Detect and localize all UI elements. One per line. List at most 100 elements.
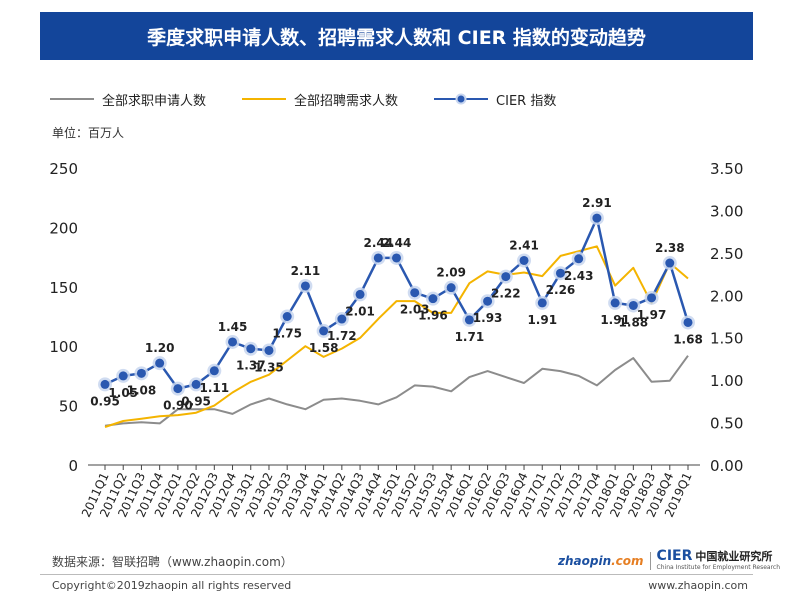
y-right-tick-label: 2.00 [710, 287, 743, 305]
cier-point [574, 254, 584, 264]
cier-point [173, 384, 183, 394]
legend-label-applicants: 全部求职申请人数 [102, 93, 207, 109]
y-right-tick-label: 3.00 [710, 202, 743, 220]
cier-data-label: 2.22 [491, 287, 521, 301]
cier-point [100, 379, 110, 389]
legend-label-demand: 全部招聘需求人数 [294, 93, 399, 109]
y-left-tick-label: 250 [49, 160, 78, 178]
cier-point [610, 298, 620, 308]
cier-point [501, 272, 511, 282]
zhaopin-logo: zhaopin.com [558, 553, 644, 568]
cier-point [392, 253, 401, 263]
legend-label-cier: CIER 指数 [496, 93, 557, 109]
cier-point [519, 255, 529, 265]
legend-item-demand: 全部招聘需求人数 [242, 90, 398, 109]
cier-data-label: 1.58 [309, 341, 339, 355]
legend-swatch-demand [242, 98, 287, 100]
cier-data-label: 1.05 [108, 386, 138, 400]
cier-point [464, 315, 474, 325]
cier-point [665, 258, 675, 268]
y-left-tick-label: 200 [49, 219, 78, 237]
y-left-tick-label: 150 [49, 279, 78, 297]
cier-data-label: 1.68 [673, 332, 703, 346]
cier-data-label: 1.72 [327, 329, 357, 343]
cier-point [191, 379, 201, 389]
cier-point [136, 368, 146, 378]
legend-item-cier: CIER 指数 [434, 90, 556, 109]
cier-data-label: 2.91 [582, 196, 612, 210]
cier-data-label: 1.71 [455, 330, 485, 344]
logo-group: zhaopin.com CIER 中国就业研究所 China Institute … [558, 549, 780, 572]
cier-point [428, 294, 438, 304]
cier-data-label: 2.41 [509, 238, 539, 252]
cier-point [300, 281, 310, 291]
cier-point [264, 345, 274, 355]
cier-data-label: 1.91 [527, 313, 557, 327]
cier-point [319, 326, 329, 336]
cier-point [209, 366, 219, 376]
cier-data-label: 2.11 [291, 264, 321, 278]
cier-point [537, 298, 547, 308]
cier-data-label: 2.44 [382, 236, 412, 250]
y-right-tick-label: 3.50 [710, 160, 743, 178]
cier-data-label: 0.95 [181, 394, 211, 408]
y-right-tick-label: 1.50 [710, 330, 743, 348]
cier-data-label: 1.93 [473, 311, 503, 325]
cier-point [555, 268, 565, 278]
cier-logo: CIER 中国就业研究所 China Institute for Employme… [656, 548, 781, 571]
cier-point [592, 213, 602, 223]
cier-data-label: 1.75 [272, 327, 302, 341]
cier-data-label: 2.44 [363, 236, 393, 250]
y-right-tick-label: 2.50 [710, 245, 743, 263]
cier-point [355, 289, 365, 299]
cier-data-label: 2.26 [546, 283, 576, 297]
cier-data-label: 1.97 [637, 308, 667, 322]
legend-swatch-applicants [50, 98, 94, 100]
cier-point [410, 288, 420, 298]
cier-data-label: 1.37 [236, 359, 266, 373]
cier-data-label: 2.03 [400, 303, 430, 317]
footer-rule [40, 574, 753, 575]
series-line-applicants [104, 355, 689, 427]
cier-data-label: 1.35 [254, 360, 284, 374]
cier-point [118, 371, 128, 381]
y-left-tick-label: 0 [68, 457, 78, 475]
copyright: Copyright©2019zhaopin all rights reserve… [52, 579, 292, 592]
unit-label: 单位：百万人 [52, 126, 125, 140]
logo-divider [649, 551, 651, 570]
cier-data-label: 2.01 [345, 304, 375, 318]
cier-data-label: 1.45 [218, 320, 248, 334]
y-right-tick-label: 0.50 [710, 415, 743, 433]
cier-data-label: 1.20 [145, 341, 175, 355]
cier-data-label: 0.90 [163, 399, 193, 413]
cier-point [647, 293, 657, 303]
y-left-tick-label: 100 [49, 338, 78, 356]
cier-point [373, 253, 383, 263]
cier-data-label: 1.88 [619, 315, 649, 329]
cier-data-label: 1.08 [127, 383, 157, 397]
cier-point [483, 296, 493, 306]
legend-swatch-cier [434, 93, 489, 105]
cier-data-label: 2.43 [564, 269, 594, 283]
cier-data-label: 2.38 [655, 241, 685, 255]
cier-point [628, 300, 638, 310]
cier-data-label: 1.96 [418, 309, 448, 323]
cier-data-label: 1.11 [200, 381, 230, 395]
cier-point [228, 337, 238, 347]
cier-data-label: 1.91 [600, 313, 630, 327]
y-right-tick-label: 0.00 [710, 457, 743, 475]
legend: 全部求职申请人数 全部招聘需求人数 CIER 指数 [50, 88, 592, 110]
cier-point [337, 314, 347, 324]
cier-point [282, 312, 292, 321]
cier-point [155, 358, 165, 368]
y-left-tick-label: 50 [59, 398, 78, 416]
data-source: 数据来源：智联招聘（www.zhaopin.com） [52, 555, 293, 569]
cier-point [246, 344, 256, 354]
cier-point [446, 283, 456, 293]
cier-data-label: 0.95 [90, 394, 120, 408]
series-line-demand [104, 245, 689, 428]
cier-point [683, 317, 693, 327]
y-right-tick-label: 1.00 [710, 372, 743, 390]
chart-title: 季度求职申请人数、招聘需求人数和 CIER 指数的变动趋势 [40, 12, 753, 60]
